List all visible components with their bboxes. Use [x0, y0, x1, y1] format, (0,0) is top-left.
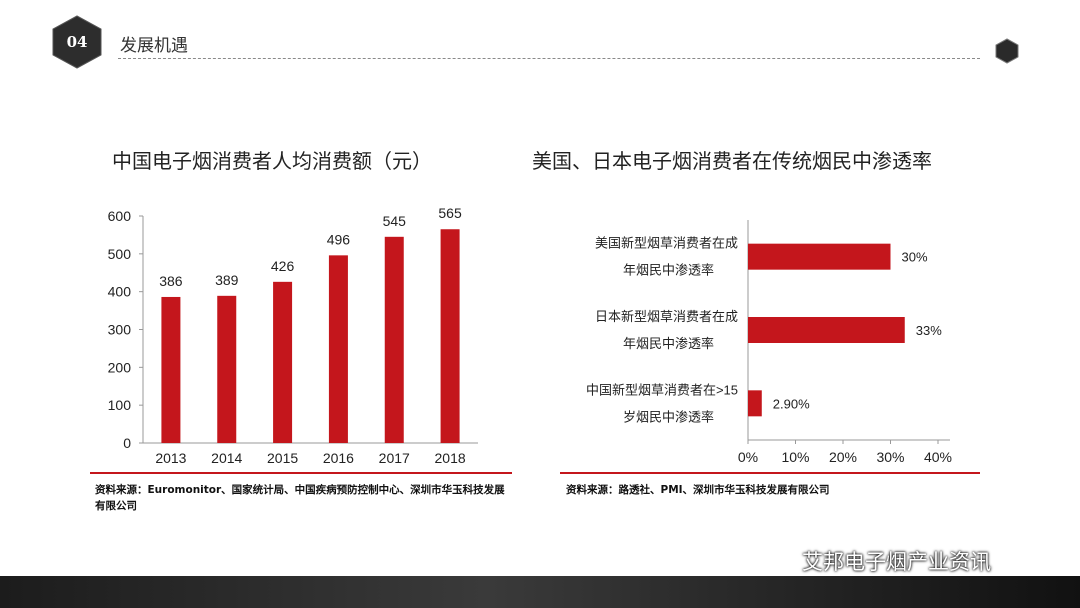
bar — [440, 229, 460, 443]
x-tick-label: 2018 — [435, 450, 466, 466]
watermark-text: 艾邦电子烟产业资讯 — [802, 550, 991, 574]
y-tick-label: 100 — [108, 397, 132, 413]
left-chart-source: 资料来源：Euromonitor、国家统计局、中国疾病预防控制中心、深圳市华玉科… — [95, 484, 505, 512]
x-tick-label: 2016 — [323, 450, 354, 466]
x-tick-label: 2017 — [379, 450, 410, 466]
bar-data-label: 30% — [902, 250, 928, 265]
bar — [748, 243, 891, 270]
y-tick-label: 200 — [108, 359, 132, 375]
x-tick-label: 30% — [876, 449, 904, 465]
category-label-line: 美国新型烟草消费者在成 — [595, 236, 738, 251]
bar — [328, 255, 348, 443]
bar-data-label: 426 — [271, 258, 295, 274]
x-tick-label: 2013 — [155, 450, 186, 466]
footer-band — [0, 576, 1080, 608]
bar — [748, 390, 762, 417]
bar — [217, 295, 237, 443]
bar — [748, 317, 905, 343]
bar-data-label: 386 — [159, 273, 183, 289]
bar-data-label: 545 — [383, 213, 407, 229]
header-divider — [118, 58, 980, 59]
bar-data-label: 33% — [916, 323, 942, 338]
x-tick-label: 2014 — [211, 450, 242, 466]
bar — [384, 236, 404, 443]
y-tick-label: 600 — [108, 208, 132, 224]
x-tick-label: 0% — [738, 449, 758, 465]
category-label-line: 年烟民中渗透率 — [623, 336, 714, 351]
decorative-hexagon-icon — [995, 38, 1019, 64]
right-chart-source: 资料来源：路透社、PMI、深圳市华玉科技发展有限公司 — [566, 484, 830, 496]
y-tick-label: 300 — [108, 322, 132, 338]
bar — [161, 296, 181, 443]
left-chart-title: 中国电子烟消费者人均消费额（元） — [112, 149, 432, 173]
bar-data-label: 2.90% — [773, 396, 810, 411]
x-tick-label: 40% — [924, 449, 952, 465]
category-label-line: 日本新型烟草消费者在成 — [595, 309, 738, 324]
right-chart-title: 美国、日本电子烟消费者在传统烟民中渗透率 — [532, 149, 932, 173]
section-number-badge: 04 — [50, 14, 104, 70]
y-tick-label: 0 — [123, 435, 131, 451]
bar-data-label: 389 — [215, 272, 239, 288]
category-label-line: 年烟民中渗透率 — [623, 263, 714, 278]
section-title: 发展机遇 — [120, 36, 188, 56]
x-tick-label: 2015 — [267, 450, 298, 466]
watermark: 艾邦电子烟产业资讯 — [760, 544, 991, 578]
bar-data-label: 496 — [327, 231, 351, 247]
bar-data-label: 565 — [438, 205, 462, 221]
y-tick-label: 400 — [108, 284, 132, 300]
category-label-line: 中国新型烟草消费者在>15 — [586, 382, 738, 397]
wechat-icon — [761, 548, 793, 573]
category-label-line: 岁烟民中渗透率 — [623, 409, 714, 424]
section-number: 04 — [66, 33, 88, 51]
y-tick-label: 500 — [108, 246, 132, 262]
x-tick-label: 10% — [781, 449, 809, 465]
x-tick-label: 20% — [829, 449, 857, 465]
bar — [273, 281, 293, 443]
